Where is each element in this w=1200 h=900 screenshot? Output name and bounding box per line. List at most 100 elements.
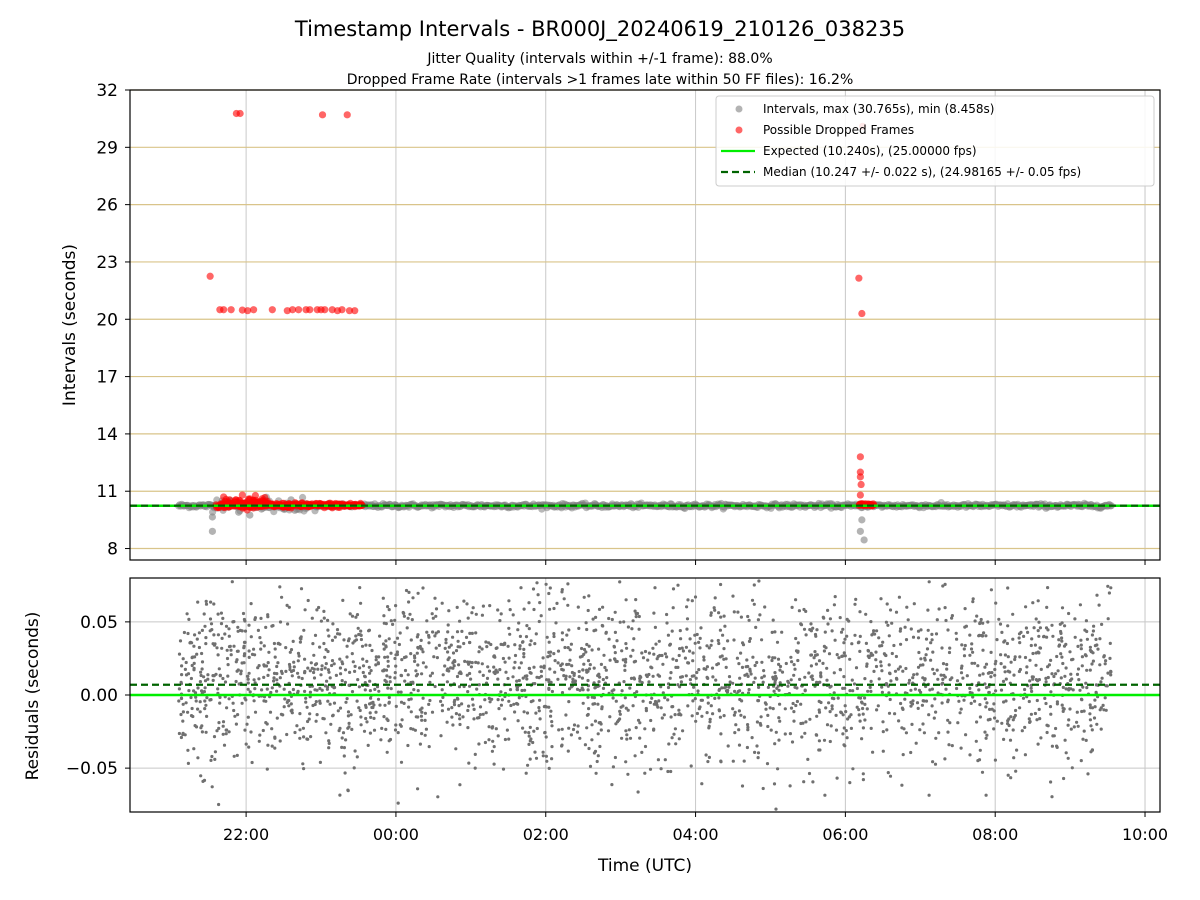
intervals-y-tick-label: 8 — [107, 540, 118, 560]
residual-point — [327, 670, 331, 674]
residual-point — [943, 675, 947, 679]
residual-point — [507, 626, 511, 630]
residual-point — [612, 645, 617, 649]
residual-point — [955, 686, 959, 691]
residual-point — [357, 685, 361, 689]
residual-point — [313, 633, 318, 638]
dropped-frame-point — [345, 307, 354, 315]
residual-point — [1088, 668, 1092, 672]
residual-point — [365, 720, 369, 724]
residual-point — [375, 685, 380, 689]
residual-point — [342, 638, 346, 642]
residual-point — [386, 686, 390, 690]
residual-point — [1073, 635, 1077, 639]
residual-point — [700, 714, 704, 718]
dropped-frame-point — [321, 306, 329, 314]
residual-point — [724, 665, 728, 670]
residual-point — [851, 689, 855, 693]
residual-point — [457, 663, 461, 667]
residual-point — [204, 642, 208, 646]
residual-point — [903, 697, 907, 701]
residual-point — [466, 616, 470, 620]
residual-point — [539, 669, 544, 674]
residual-point — [421, 696, 425, 700]
residual-point — [337, 729, 341, 733]
residual-point — [721, 633, 725, 637]
residual-point — [451, 723, 455, 727]
residual-point — [717, 641, 721, 646]
residual-point — [926, 628, 930, 632]
residual-point — [232, 754, 236, 758]
residual-point — [599, 728, 603, 732]
residual-point — [190, 641, 194, 645]
residual-point — [1096, 647, 1100, 651]
residual-point — [773, 630, 777, 634]
residual-point — [512, 666, 516, 670]
residual-point — [235, 669, 239, 673]
residual-point — [994, 601, 998, 605]
residual-point — [492, 745, 496, 749]
residual-point — [1046, 724, 1050, 728]
residual-point — [204, 636, 208, 640]
residual-point — [289, 648, 294, 652]
residual-point — [749, 672, 753, 676]
residual-point — [227, 627, 231, 631]
residual-point — [790, 605, 794, 610]
residual-point — [546, 655, 550, 659]
residual-point — [306, 598, 310, 603]
residual-point — [864, 641, 869, 646]
residual-point — [216, 612, 220, 616]
residual-point — [673, 727, 678, 731]
residual-point — [628, 736, 633, 740]
residual-point — [360, 644, 365, 648]
residual-point — [736, 610, 740, 614]
residual-point — [1034, 617, 1038, 621]
residual-point — [566, 749, 570, 753]
x-tick-label: 04:00 — [673, 825, 719, 844]
residual-point — [838, 668, 843, 672]
residual-point — [897, 719, 901, 723]
residual-point — [485, 676, 490, 681]
residual-point — [288, 665, 292, 669]
residual-point — [257, 677, 261, 681]
residual-point — [242, 661, 246, 665]
residual-point — [799, 622, 803, 626]
residual-point — [359, 723, 363, 727]
residual-point — [722, 614, 726, 618]
residual-point — [1031, 601, 1035, 605]
residual-point — [1049, 690, 1053, 694]
residual-point — [774, 807, 778, 811]
dropped-frame-point — [220, 306, 228, 314]
residual-point — [740, 784, 745, 788]
residual-point — [1052, 674, 1056, 679]
residual-point — [1008, 738, 1013, 742]
residual-point — [1095, 722, 1099, 726]
residual-point — [406, 673, 410, 677]
residual-point — [387, 695, 391, 700]
residual-point — [970, 661, 974, 665]
residual-point — [527, 667, 532, 671]
residual-point — [613, 630, 618, 635]
residual-point — [306, 666, 310, 670]
residual-point — [695, 711, 700, 716]
residual-point — [1011, 612, 1015, 616]
residual-point — [521, 640, 525, 644]
residual-point — [959, 707, 963, 711]
residual-point — [626, 708, 630, 712]
residual-point — [1063, 738, 1067, 742]
residual-point — [650, 666, 654, 670]
residual-point — [836, 696, 840, 700]
residual-point — [825, 678, 829, 682]
residual-point — [915, 672, 919, 676]
residual-point — [319, 673, 323, 677]
residual-point — [930, 632, 934, 637]
residual-point — [1051, 634, 1055, 638]
residual-point — [505, 728, 509, 732]
residual-point — [671, 705, 675, 709]
residual-point — [733, 689, 737, 694]
residual-point — [462, 641, 466, 646]
residual-point — [722, 714, 726, 718]
residual-point — [578, 688, 582, 692]
residual-point — [1013, 655, 1017, 659]
residual-point — [663, 696, 667, 700]
